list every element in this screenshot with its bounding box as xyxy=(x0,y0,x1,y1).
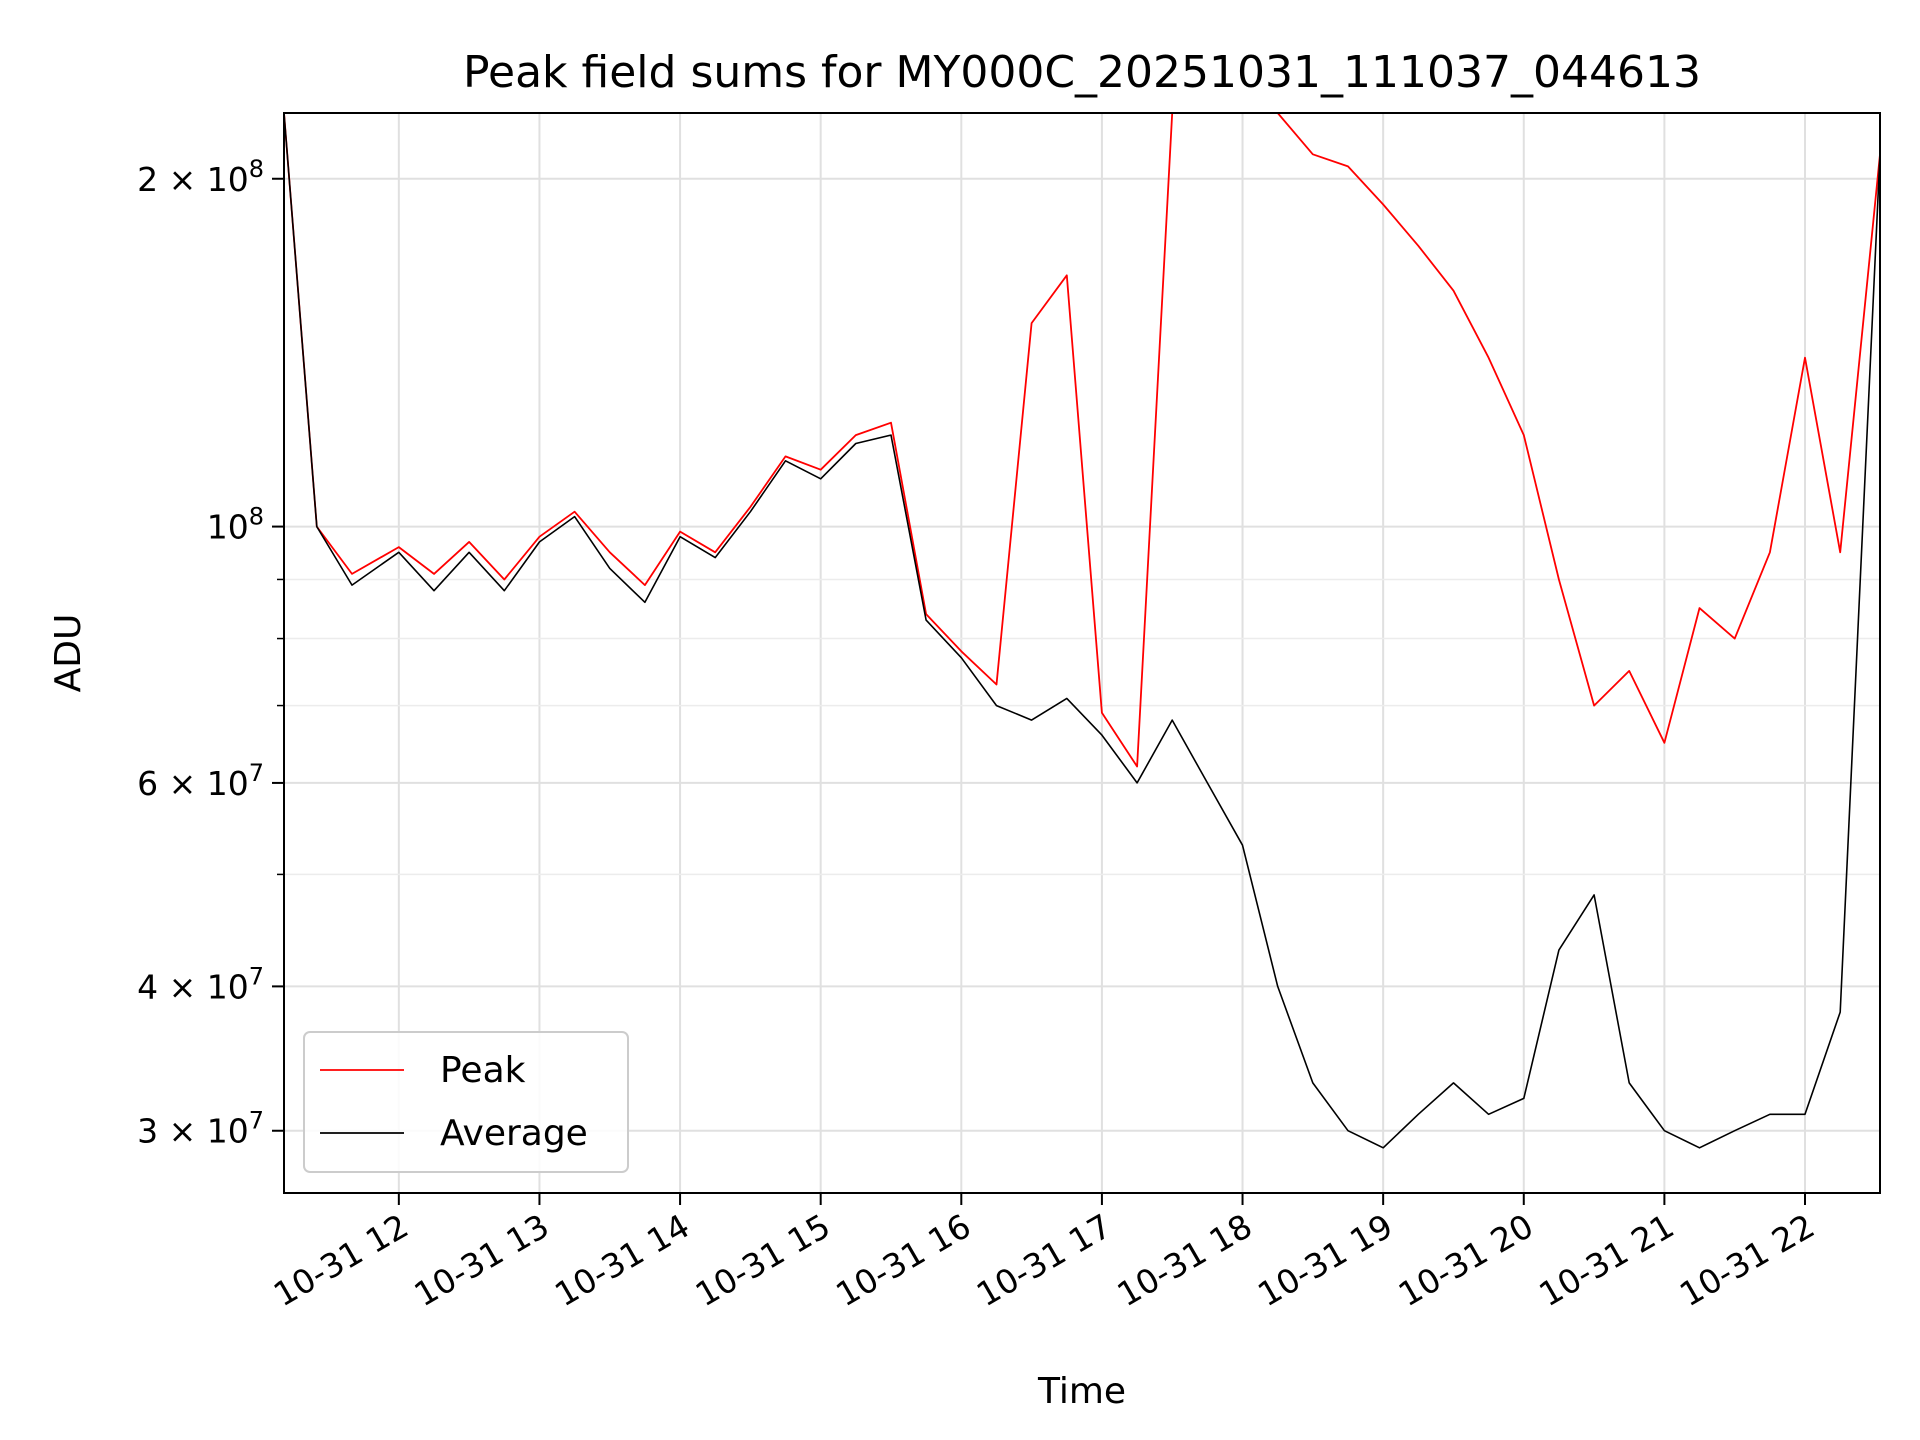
y-tick-exponent: 8 xyxy=(249,155,264,183)
x-tick-label: 10-31 20 xyxy=(1392,1206,1540,1314)
x-tick-label: 10-31 22 xyxy=(1673,1206,1821,1314)
y-tick-times: × 10 xyxy=(158,967,249,1006)
y-tick-label: 6 × 107 xyxy=(137,759,264,803)
chart-title: Peak field sums for MY000C_20251031_1110… xyxy=(463,47,1701,98)
x-tick-label: 10-31 19 xyxy=(1251,1206,1399,1314)
series-line-average xyxy=(283,112,1881,1149)
x-tick-label: 10-31 18 xyxy=(1111,1206,1259,1314)
series-line-peak xyxy=(283,112,1881,768)
legend-label-average: Average xyxy=(440,1113,588,1154)
y-tick-label: 108 xyxy=(207,503,264,547)
y-tick-times: × 10 xyxy=(158,160,249,199)
y-tick-label: 3 × 107 xyxy=(137,1107,264,1151)
x-tick-label: 10-31 15 xyxy=(689,1206,837,1314)
x-tick-label: 10-31 12 xyxy=(267,1206,415,1314)
x-tick-label: 10-31 17 xyxy=(970,1206,1118,1314)
x-tick-label: 10-31 14 xyxy=(548,1206,696,1314)
y-tick-mantissa: 6 xyxy=(137,764,158,803)
x-tick-label: 10-31 16 xyxy=(829,1206,977,1314)
x-tick-label: 10-31 21 xyxy=(1532,1206,1680,1314)
legend-label-peak: Peak xyxy=(440,1050,526,1091)
y-tick-times: × 10 xyxy=(158,764,249,803)
y-tick-exponent: 7 xyxy=(249,759,264,787)
y-tick-exponent: 7 xyxy=(249,962,264,990)
y-tick-times: × 10 xyxy=(158,1112,249,1151)
y-tick-exponent: 8 xyxy=(249,503,264,531)
series-layer xyxy=(283,112,1881,1149)
y-tick-label: 4 × 107 xyxy=(137,962,264,1006)
x-axis-label: Time xyxy=(1037,1371,1126,1412)
plot-frame xyxy=(283,112,1881,1194)
y-tick-mantissa: 3 xyxy=(137,1112,158,1151)
y-tick-label: 2 × 108 xyxy=(137,155,264,199)
y-tick-mantissa: 2 xyxy=(137,160,158,199)
y-tick-mantissa: 4 xyxy=(137,967,158,1006)
y-tick-base: 10 xyxy=(207,508,249,547)
y-tick-exponent: 7 xyxy=(249,1107,264,1135)
x-tick-label: 10-31 13 xyxy=(407,1206,555,1314)
legend: Peak Average xyxy=(303,1031,629,1173)
legend-box xyxy=(303,1031,629,1173)
y-axis-label: ADU xyxy=(48,614,89,693)
